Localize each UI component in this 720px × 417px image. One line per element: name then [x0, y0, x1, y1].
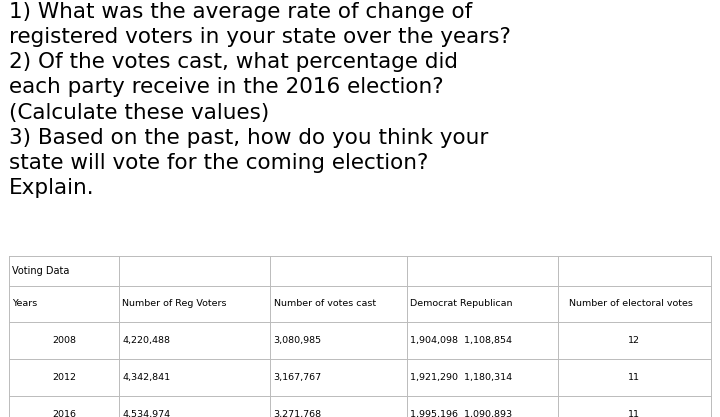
- Text: 1,921,290  1,180,314: 1,921,290 1,180,314: [410, 373, 513, 382]
- Text: 2008: 2008: [52, 336, 76, 345]
- Text: 4,342,841: 4,342,841: [122, 373, 171, 382]
- Text: Years: Years: [12, 299, 37, 309]
- Text: Democrat Republican: Democrat Republican: [410, 299, 513, 309]
- Text: 11: 11: [629, 409, 640, 417]
- Text: 1,904,098  1,108,854: 1,904,098 1,108,854: [410, 336, 513, 345]
- Text: 3,271,768: 3,271,768: [274, 409, 322, 417]
- Text: 3,167,767: 3,167,767: [274, 373, 322, 382]
- Text: 3,080,985: 3,080,985: [274, 336, 322, 345]
- Text: Voting Data: Voting Data: [12, 266, 70, 276]
- Text: 2016: 2016: [52, 409, 76, 417]
- Text: 2012: 2012: [52, 373, 76, 382]
- Text: 4,534,974: 4,534,974: [122, 409, 171, 417]
- Text: 4,220,488: 4,220,488: [122, 336, 171, 345]
- Text: 11: 11: [629, 373, 640, 382]
- Text: Number of Reg Voters: Number of Reg Voters: [122, 299, 227, 309]
- Text: 12: 12: [629, 336, 640, 345]
- Text: 1) What was the average rate of change of
registered voters in your state over t: 1) What was the average rate of change o…: [9, 2, 511, 198]
- Text: Number of electoral votes: Number of electoral votes: [569, 299, 693, 309]
- Text: Number of votes cast: Number of votes cast: [274, 299, 376, 309]
- Text: 1,995,196  1,090,893: 1,995,196 1,090,893: [410, 409, 513, 417]
